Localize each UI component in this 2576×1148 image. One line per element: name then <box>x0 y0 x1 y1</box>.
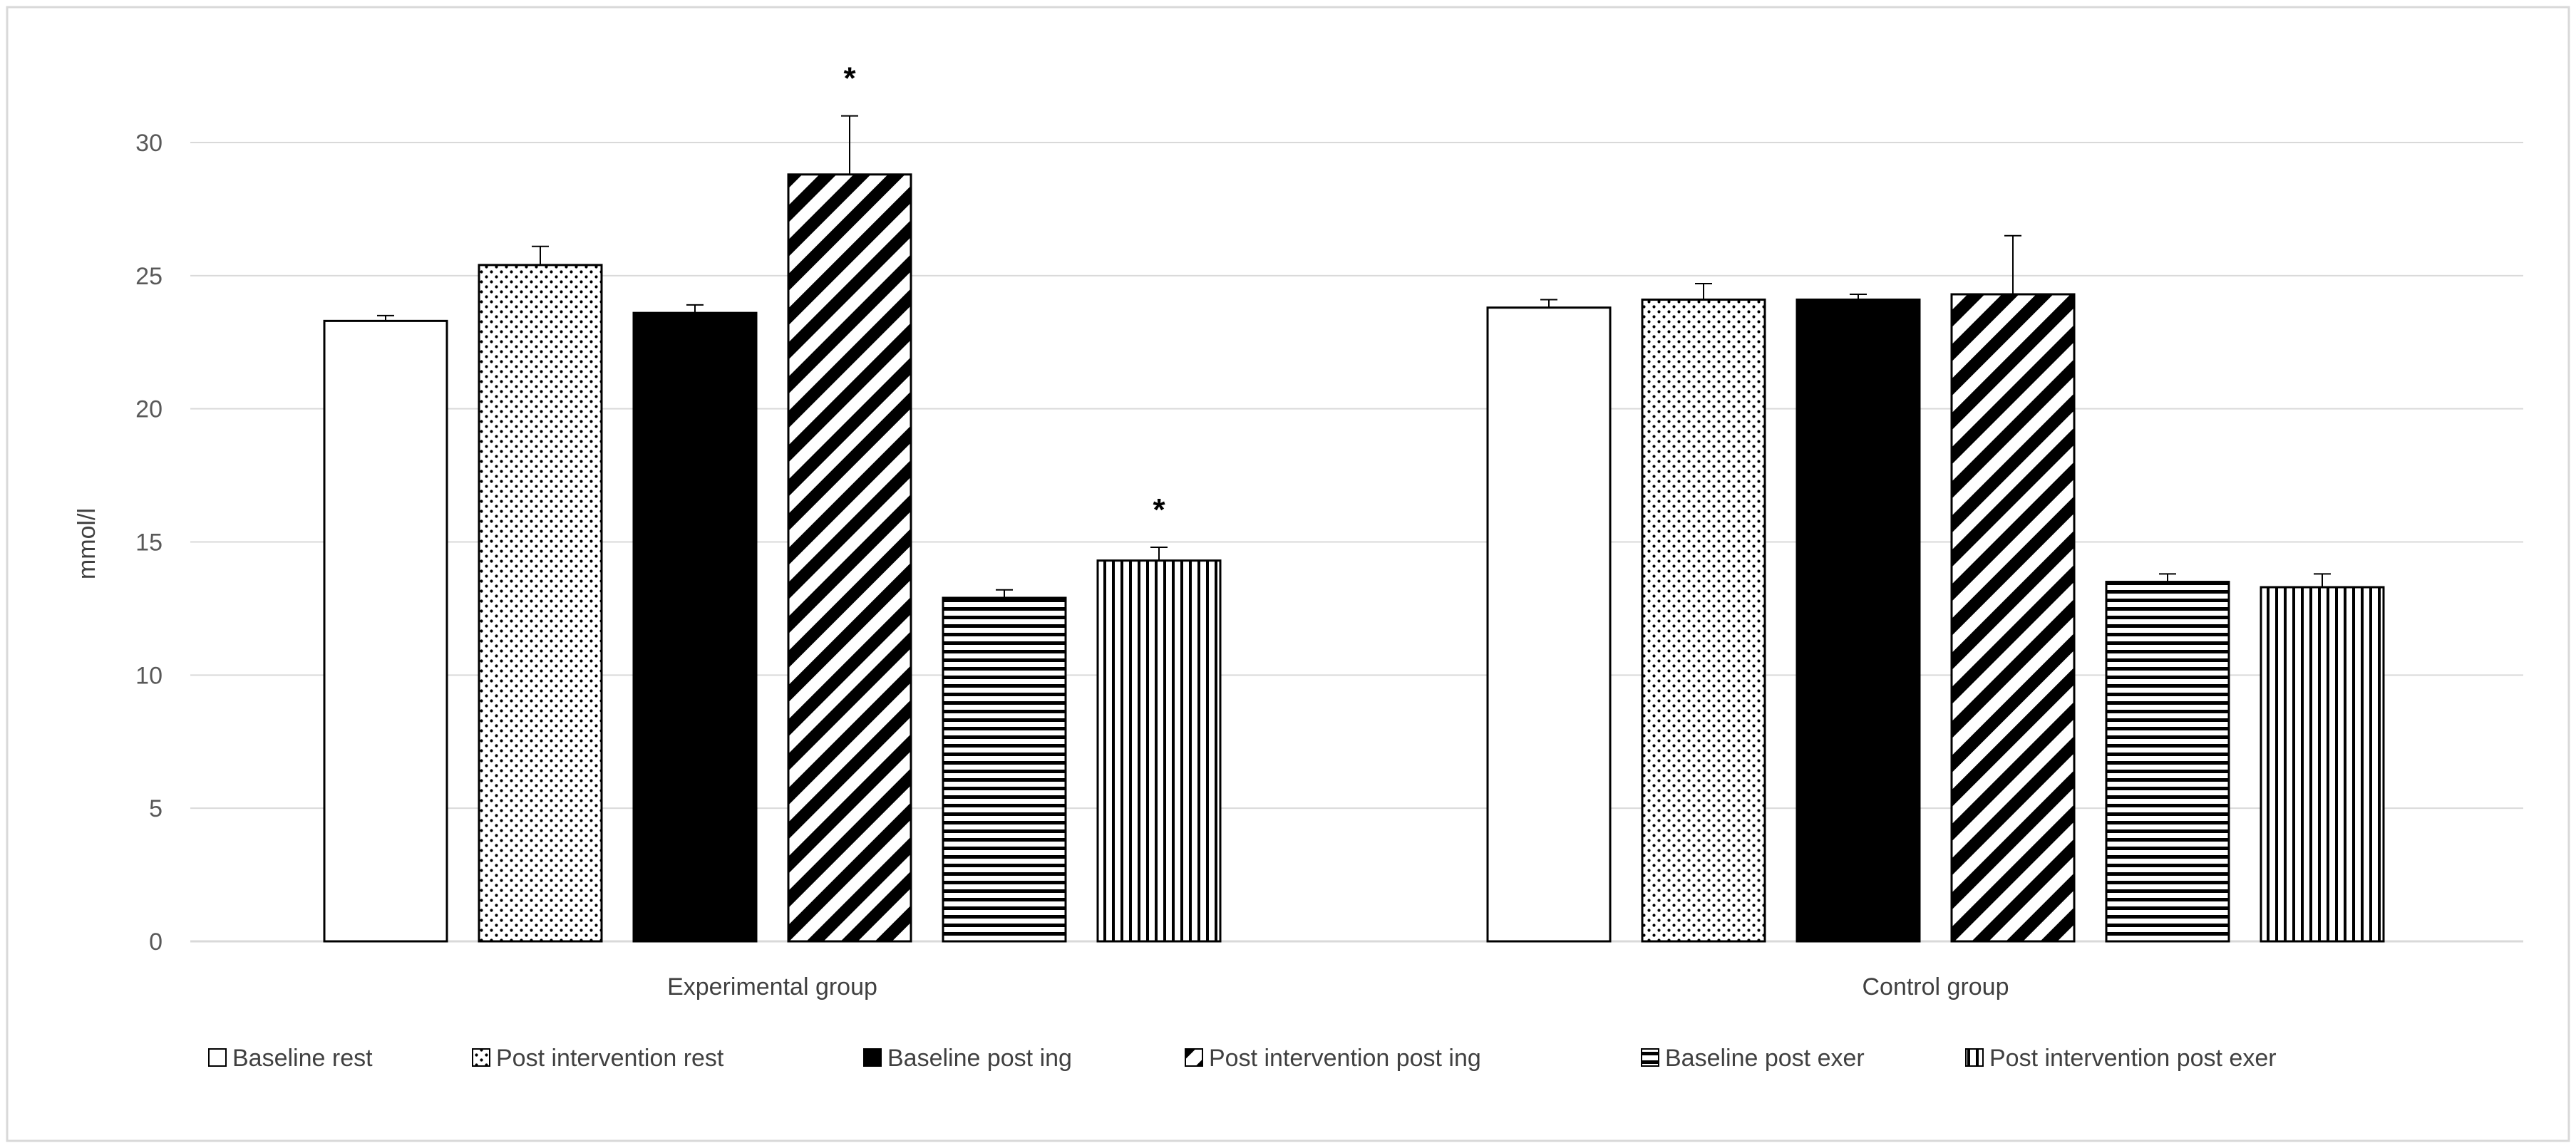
y-tick-label: 20 <box>135 396 163 423</box>
bar <box>942 596 1067 943</box>
legend-swatch <box>1641 1048 1659 1067</box>
bar <box>1641 298 1766 943</box>
significance-marker: * <box>1153 492 1165 527</box>
bar <box>2105 581 2230 943</box>
legend-label: Baseline rest <box>232 1045 373 1072</box>
bar <box>1486 306 1612 943</box>
legend-swatch <box>1965 1048 1984 1067</box>
y-tick-label: 0 <box>149 929 163 956</box>
legend-label: Post intervention post exer <box>1989 1045 2277 1072</box>
y-tick-label: 30 <box>135 130 163 157</box>
category-label: Experimental group <box>667 973 877 1000</box>
bar <box>478 264 603 943</box>
bar <box>323 319 448 943</box>
bar <box>632 311 758 943</box>
y-tick-label: 15 <box>135 529 163 557</box>
bars: ** <box>323 61 2385 943</box>
legend-swatch <box>472 1048 490 1067</box>
legend-label: Baseline post exer <box>1665 1045 1865 1072</box>
y-axis-title: mmol/l <box>73 508 101 579</box>
bar <box>1950 293 2076 943</box>
bar <box>1096 559 1222 943</box>
significance-marker: * <box>843 61 856 96</box>
category-labels: Experimental group Control group <box>667 973 2009 1000</box>
bar <box>1796 298 1921 943</box>
y-tick-label: 5 <box>149 795 163 822</box>
bar <box>2260 586 2385 943</box>
legend-label: Post intervention post ing <box>1209 1045 1481 1072</box>
legend-swatch <box>1185 1048 1203 1067</box>
legend-label: Baseline post ing <box>887 1045 1072 1072</box>
y-tick-labels: 0 5 10 15 20 25 30 <box>135 130 163 956</box>
category-label: Control group <box>1862 973 2009 1000</box>
legend: Baseline rest Post intervention rest Basel… <box>208 1045 2277 1072</box>
y-tick-label: 25 <box>135 263 163 290</box>
y-tick-label: 10 <box>135 662 163 689</box>
legend-label: Post intervention rest <box>496 1045 724 1072</box>
legend-swatch <box>863 1048 882 1067</box>
bar <box>787 173 912 943</box>
legend-swatch <box>208 1048 227 1067</box>
